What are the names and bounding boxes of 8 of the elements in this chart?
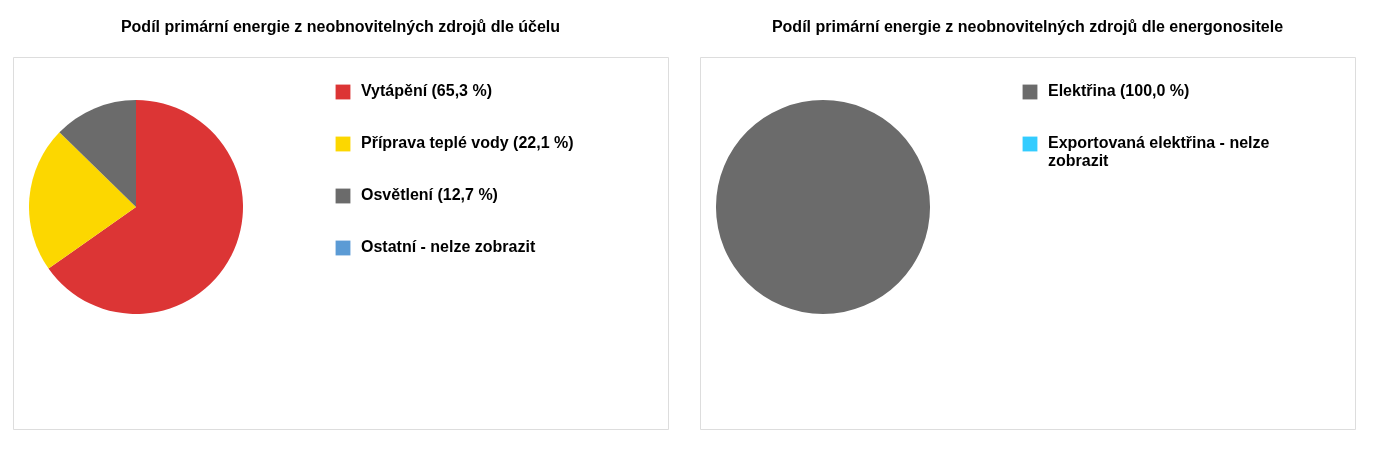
legend-label: Osvětlení (12,7 %) [361,186,498,203]
legend-label: Ostatní - nelze zobrazit [361,238,536,255]
chart-title: Podíl primární energie z neobnovitelných zdrojů dle účelu [120,18,561,35]
legend-label: Příprava teplé vody (22,1 %) [361,134,574,151]
legend-label: Exportovaná elektřina - nelze zobrazit [1048,134,1270,169]
legend-label: Vytápění (65,3 %) [361,82,493,99]
chart-title: Podíl primární energie z neobnovitelných zdrojů dle energonositele [771,18,1284,35]
legend-label: Elektřina (100,0 %) [1048,82,1190,99]
